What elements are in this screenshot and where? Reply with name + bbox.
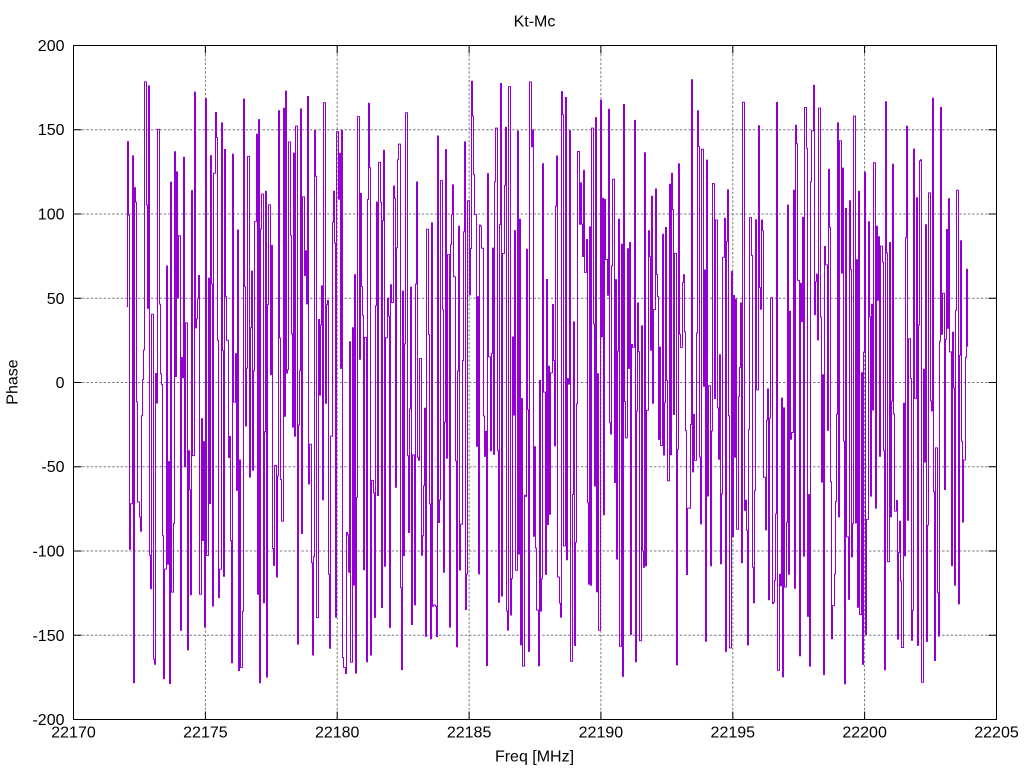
svg-text:-150: -150	[32, 628, 64, 645]
svg-text:22175: 22175	[183, 725, 228, 742]
svg-text:-200: -200	[32, 712, 64, 729]
svg-text:22200: 22200	[842, 725, 887, 742]
svg-text:Kt-Mc: Kt-Mc	[514, 14, 556, 31]
svg-text:0: 0	[56, 375, 65, 392]
svg-text:150: 150	[38, 122, 65, 139]
svg-text:22180: 22180	[315, 725, 360, 742]
svg-text:100: 100	[38, 207, 65, 224]
svg-text:Phase: Phase	[5, 359, 22, 404]
svg-text:22185: 22185	[447, 725, 492, 742]
svg-text:22190: 22190	[579, 725, 624, 742]
svg-text:200: 200	[38, 38, 65, 55]
svg-text:22205: 22205	[974, 725, 1019, 742]
svg-text:Freq [MHz]: Freq [MHz]	[495, 749, 574, 766]
svg-text:22170: 22170	[51, 725, 96, 742]
svg-text:50: 50	[47, 291, 65, 308]
svg-text:22195: 22195	[711, 725, 756, 742]
svg-text:-50: -50	[41, 459, 64, 476]
svg-text:-100: -100	[32, 544, 64, 561]
